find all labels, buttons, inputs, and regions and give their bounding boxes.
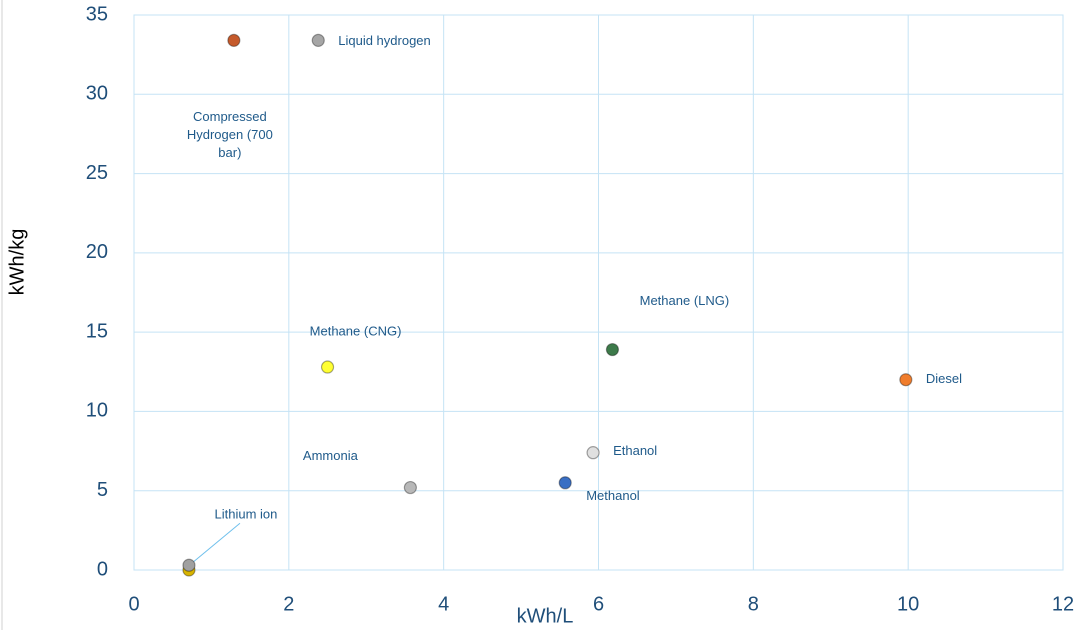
x-tick-label: 8 <box>748 593 759 615</box>
x-tick-label: 2 <box>283 593 294 615</box>
point <box>899 373 913 387</box>
point-label-box: Compressed Hydrogen (700 bar) <box>186 109 273 161</box>
point-label: Methane (LNG) <box>640 293 730 308</box>
point <box>558 476 572 490</box>
point <box>182 558 196 572</box>
y-tick-label: 10 <box>86 400 108 422</box>
point <box>403 480 417 495</box>
point-label: Methane (CNG) <box>310 323 402 338</box>
point <box>586 446 600 460</box>
point-label: Ethanol <box>613 443 657 458</box>
point <box>311 33 325 47</box>
x-axis-label: kWh/L <box>517 605 574 627</box>
x-tick-label: 4 <box>438 593 449 615</box>
y-tick-label: 0 <box>97 558 108 580</box>
point-label: Diesel <box>926 371 962 386</box>
point-label: Methanol <box>586 488 640 503</box>
y-axis-label: kWh/kg <box>6 229 28 296</box>
point <box>320 360 335 374</box>
x-tick-label: 10 <box>897 593 919 615</box>
point-label: Ammonia <box>303 448 359 463</box>
y-tick-label: 20 <box>86 241 108 263</box>
y-tick-label: 35 <box>86 3 108 25</box>
x-tick-label: 12 <box>1052 593 1074 615</box>
point <box>605 342 620 357</box>
x-tick-label: 6 <box>593 593 604 615</box>
point-label: Lithium ion <box>215 507 278 522</box>
y-tick-label: 25 <box>86 162 108 184</box>
leader-line <box>192 522 241 563</box>
y-tick-label: 5 <box>97 479 108 501</box>
y-tick-label: 30 <box>86 83 108 105</box>
point <box>227 33 241 47</box>
y-tick-label: 15 <box>86 320 108 342</box>
point-label: Liquid hydrogen <box>338 33 431 48</box>
point-label: Compressed Hydrogen (700 bar) <box>186 109 273 161</box>
x-tick-label: 0 <box>128 593 139 615</box>
